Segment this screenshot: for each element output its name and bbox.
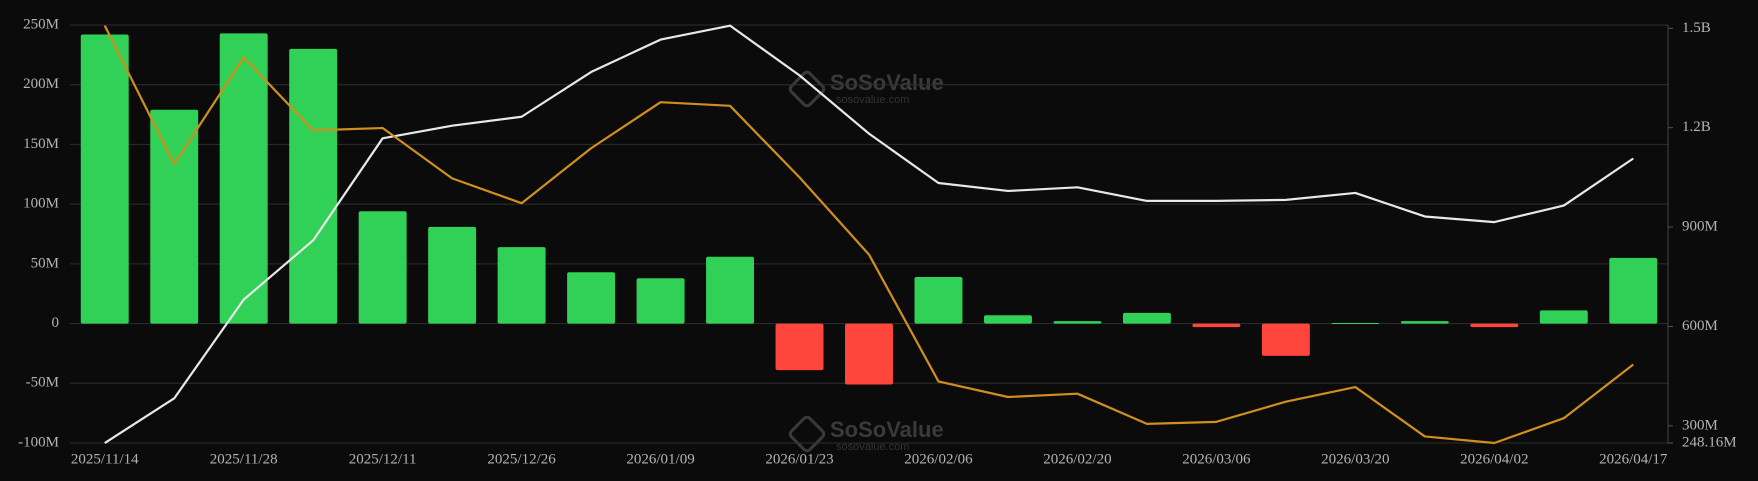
y2-tick-label: 248.16M: [1682, 434, 1737, 450]
bar: [150, 109, 199, 324]
bar: [358, 211, 407, 324]
bar: [428, 226, 477, 324]
watermark-site: sosovalue.com: [836, 94, 909, 106]
bar: [983, 315, 1032, 324]
bar: [914, 276, 963, 324]
bar: [1192, 323, 1241, 328]
y2-tick-label: 1.2B: [1682, 119, 1711, 135]
bar: [219, 33, 268, 324]
bar: [1261, 323, 1310, 356]
bar: [1470, 323, 1519, 328]
x-tick-label: 2025/11/28: [210, 451, 278, 467]
watermark-top: SoSoValue sosovalue.com: [788, 70, 944, 108]
y-tick-label: 0: [52, 315, 60, 331]
x-tick-label: 2026/03/20: [1321, 451, 1389, 467]
bar: [80, 34, 129, 324]
bar: [567, 272, 616, 324]
y-tick-label: 200M: [23, 76, 59, 92]
x-tick-label: 2025/11/14: [71, 451, 139, 467]
watermark-text: SoSoValue: [830, 417, 944, 442]
bar: [706, 256, 755, 324]
x-tick-label: 2026/01/09: [626, 451, 694, 467]
bar: [289, 48, 338, 324]
line: [104, 24, 1634, 444]
x-tick-label: 2026/04/02: [1460, 451, 1528, 467]
x-tick-label: 2026/03/06: [1182, 451, 1251, 467]
bar: [1331, 322, 1380, 324]
bar: [1053, 321, 1102, 324]
bar: [1122, 312, 1171, 324]
x-tick-label: 2026/01/23: [765, 451, 833, 467]
y2-tick-label: 1.5B: [1682, 20, 1711, 36]
watermark-site: sosovalue.com: [836, 441, 909, 453]
bar: [775, 323, 824, 371]
watermark-text: SoSoValue: [830, 70, 944, 95]
line: [103, 25, 1634, 445]
y2-tick-label: 900M: [1682, 219, 1718, 235]
bar: [845, 323, 893, 385]
x-tick-label: 2026/02/06: [904, 451, 973, 467]
x-tick-label: 2026/04/17: [1599, 451, 1668, 467]
y2-tick-label: 300M: [1682, 417, 1718, 433]
bar: [1539, 310, 1588, 324]
y-tick-label: -50M: [26, 375, 59, 391]
y-tick-label: 100M: [23, 196, 59, 212]
y-tick-label: 50M: [31, 255, 59, 271]
y-tick-label: -100M: [18, 434, 59, 450]
y-tick-label: 250M: [23, 16, 59, 32]
bar: [1400, 321, 1449, 324]
bar: [636, 278, 685, 324]
y-tick-label: 150M: [23, 136, 59, 152]
x-tick-label: 2026/02/20: [1043, 451, 1111, 467]
y2-tick-label: 600M: [1682, 318, 1718, 334]
bar: [497, 247, 546, 324]
watermark-logo: [788, 70, 826, 108]
x-tick-label: 2025/12/11: [349, 451, 417, 467]
x-tick-label: 2025/12/26: [487, 451, 556, 467]
bar: [1609, 257, 1658, 324]
